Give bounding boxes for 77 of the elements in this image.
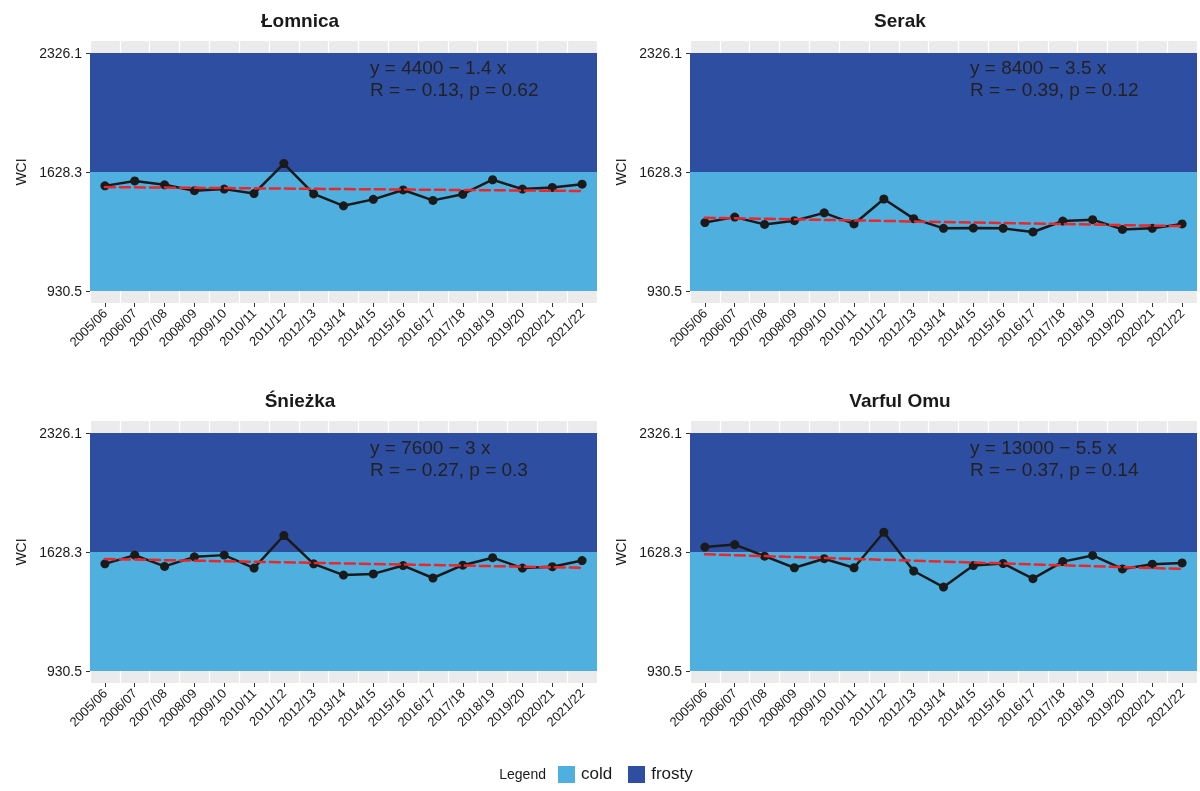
point (160, 561, 170, 571)
chart-title: Śnieżka (264, 390, 336, 411)
point (939, 223, 948, 233)
point (1147, 559, 1157, 569)
point (909, 566, 919, 576)
point (760, 219, 770, 229)
point (130, 176, 140, 186)
y-tick-label: 1628.3 (639, 544, 683, 560)
point (279, 531, 289, 540)
point (428, 573, 438, 583)
point (488, 553, 498, 563)
point (368, 569, 378, 579)
point (1058, 557, 1068, 567)
chart-title: Varful Omu (849, 390, 951, 411)
point (1028, 227, 1038, 237)
point (789, 563, 799, 573)
y-tick-label: 930.5 (46, 663, 83, 680)
point (1177, 219, 1187, 229)
y-tick-label: 1628.3 (39, 164, 83, 180)
point (130, 550, 140, 560)
point (189, 552, 199, 562)
annotation: y = 8400 − 3.5 x (970, 57, 1107, 78)
point (1117, 224, 1127, 234)
point (577, 556, 587, 566)
point (309, 189, 319, 199)
y-axis-title: WCI (613, 538, 629, 566)
chart-title: Łomnica (260, 10, 340, 31)
point (819, 208, 829, 218)
annotation: R = − 0.13, p = 0.62 (369, 79, 539, 100)
point (368, 194, 378, 204)
y-tick-label: 2326.1 (39, 424, 83, 441)
y-tick-label: 930.5 (646, 663, 683, 680)
y-tick-label: 2326.1 (39, 44, 83, 61)
point (488, 175, 498, 185)
point (547, 182, 557, 192)
point (1088, 550, 1098, 560)
point (879, 527, 889, 537)
point (249, 563, 259, 573)
point (849, 563, 859, 573)
annotation: y = 7600 − 3 x (370, 437, 491, 458)
y-axis-title: WCI (613, 158, 629, 186)
y-tick-label: 1628.3 (639, 164, 683, 180)
point (279, 159, 289, 169)
point (730, 540, 740, 550)
y-tick-label: 930.5 (46, 283, 83, 300)
y-axis-title: WCI (13, 158, 29, 186)
point (1177, 558, 1187, 568)
legend-title: Legend (499, 766, 546, 782)
annotation: y = 13000 − 5.5 x (969, 437, 1118, 458)
annotation: R = − 0.37, p = 0.14 (969, 459, 1139, 480)
y-tick-label: 2326.1 (639, 424, 683, 441)
point (939, 582, 948, 592)
point (339, 201, 348, 211)
point (700, 542, 710, 552)
point (1028, 574, 1038, 584)
annotation: R = − 0.27, p = 0.3 (370, 459, 528, 480)
legend-label: cold (580, 764, 613, 784)
y-tick-label: 1628.3 (39, 544, 83, 560)
y-axis-title: WCI (13, 538, 29, 566)
point (879, 194, 889, 204)
point (458, 189, 468, 199)
y-tick-label: 930.5 (646, 283, 683, 300)
point (100, 559, 110, 569)
chart-title: Serak (874, 10, 927, 31)
point (1088, 215, 1098, 225)
point (219, 550, 229, 560)
annotation: R = − 0.39, p = 0.12 (969, 79, 1139, 100)
point (577, 179, 587, 189)
point (249, 189, 259, 199)
point (968, 223, 978, 233)
point (339, 570, 348, 580)
y-tick-label: 2326.1 (639, 44, 683, 61)
point (998, 223, 1008, 233)
legend-label: frosty (651, 764, 693, 784)
point (700, 218, 710, 228)
annotation: y = 4400 − 1.4 x (370, 57, 507, 78)
point (428, 195, 438, 205)
